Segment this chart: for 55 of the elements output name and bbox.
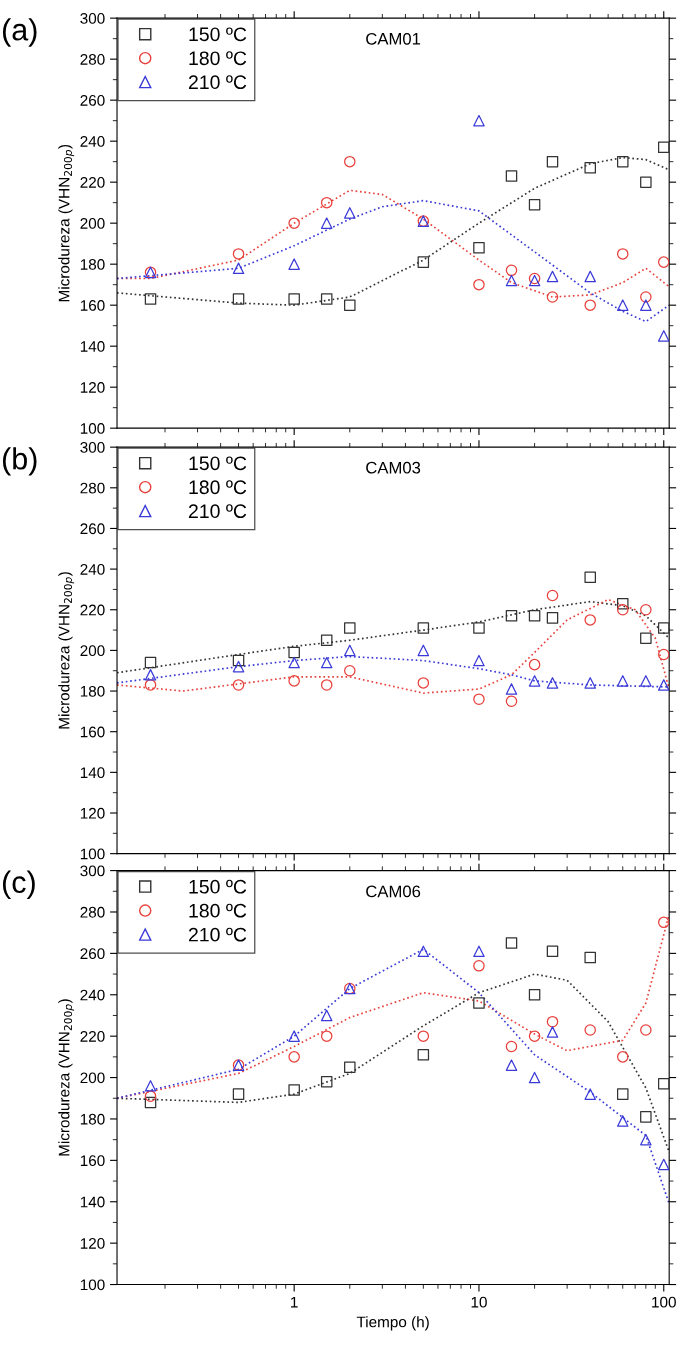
y-tick-label: 260 xyxy=(80,523,105,535)
y-tick-label: 160 xyxy=(80,726,105,738)
y-tick-label: 140 xyxy=(80,341,105,352)
legend-label: 210 ºC xyxy=(188,504,247,519)
y-tick-label: 240 xyxy=(80,136,105,147)
y-tick-label: 180 xyxy=(80,685,105,697)
y-tick-label: 180 xyxy=(80,1113,105,1125)
y-tick-label: 300 xyxy=(80,865,105,877)
legend-label: 210 ºC xyxy=(188,75,247,90)
y-axis-title: Microdureza (VHN$_{200p}$) xyxy=(58,572,75,729)
y-tick-label: 100 xyxy=(80,1279,105,1291)
y-tick-label: 160 xyxy=(80,300,105,311)
y-tick-label: 260 xyxy=(80,95,105,106)
legend-label: 150 ºC xyxy=(189,27,247,42)
legend-label: 150 ºC xyxy=(189,456,247,471)
x-tick-label: 10 xyxy=(471,1296,487,1308)
y-tick-label: 140 xyxy=(80,767,105,779)
text: (a) xyxy=(2,18,37,47)
y-tick-label: 220 xyxy=(80,604,105,616)
legend-label: 210 ºC xyxy=(188,927,247,942)
x-tick-label: 1 xyxy=(291,1296,298,1308)
y-tick-label: 120 xyxy=(80,1238,105,1249)
y-tick-label: 120 xyxy=(80,382,105,393)
y-tick-label: 300 xyxy=(80,13,105,24)
y-axis-title: Microdureza (VHN$_{200p}$) xyxy=(58,999,75,1156)
x-axis-title: Tiempo (h) xyxy=(356,1316,429,1331)
legend-label: 180 ºC xyxy=(189,903,247,918)
y-tick-label: 200 xyxy=(80,218,105,229)
text: CAM01 xyxy=(366,32,421,45)
y-tick-label: 200 xyxy=(80,645,105,657)
y-tick-label: 180 xyxy=(80,259,105,270)
y-tick-label: 120 xyxy=(80,807,105,819)
y-tick-label: 240 xyxy=(80,989,105,1001)
text: (b) xyxy=(2,447,37,476)
legend-label: 150 ºC xyxy=(189,879,247,894)
text: CAM06 xyxy=(366,885,421,898)
y-tick-label: 300 xyxy=(80,442,105,453)
y-tick-label: 200 xyxy=(80,1072,105,1084)
y-tick-label: 240 xyxy=(80,563,105,575)
y-tick-label: 280 xyxy=(80,906,105,918)
x-tick-label: 100 xyxy=(652,1296,676,1308)
y-tick-label: 280 xyxy=(80,482,105,494)
y-tick-label: 220 xyxy=(80,177,105,188)
legend-label: 180 ºC xyxy=(189,480,247,495)
y-tick-label: 160 xyxy=(80,1155,105,1167)
y-tick-label: 100 xyxy=(80,848,105,860)
y-tick-label: 220 xyxy=(80,1031,105,1042)
y-axis-title: Microdureza (VHN$_{200p}$) xyxy=(58,144,75,302)
text: CAM03 xyxy=(366,461,421,474)
y-tick-label: 140 xyxy=(80,1196,105,1208)
y-tick-label: 280 xyxy=(80,54,105,65)
y-tick-label: 100 xyxy=(80,423,105,434)
y-tick-label: 260 xyxy=(80,948,105,960)
text: (c) xyxy=(2,870,35,900)
legend-label: 180 ºC xyxy=(189,51,247,66)
